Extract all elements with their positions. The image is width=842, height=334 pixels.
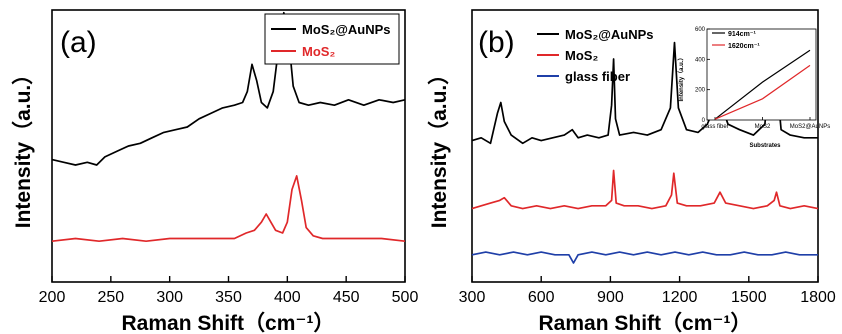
- panel-b-frame: [471, 9, 819, 283]
- inset-frame: [706, 28, 817, 121]
- panel-a-x-tick-label: 400: [274, 289, 301, 306]
- panel-a-x-tick-label: 300: [156, 289, 183, 306]
- panel-a-legend-label-mos2-aunps: MoS₂@AuNPs: [302, 22, 391, 37]
- inset-y-tick-label: 600: [695, 27, 706, 33]
- panel-b-y-axis-title: Intensity（a.u.）: [427, 64, 451, 229]
- inset-x-tick-label: glass fiber: [701, 124, 728, 130]
- inset-y-tick-label: 400: [695, 57, 706, 63]
- panel-a: (a) 200 250 300 350 400 450 500 MoS₂@AuNPs MoS…: [11, 9, 419, 334]
- inset-x-tick-label: MoS2: [755, 124, 771, 130]
- panel-a-x-axis-title: Raman Shift（cm⁻¹）: [122, 311, 335, 334]
- panel-b-inset: 0 200 400 600 glass fiber MoS2 MoS2@AuNPs 914…: [677, 27, 830, 149]
- panel-a-legend: MoS₂@AuNPs MoS₂: [264, 13, 400, 65]
- inset-y-tick-label: 0: [702, 118, 706, 124]
- panel-b-x-tick-label: 1800: [800, 289, 836, 306]
- panel-b-x-tick-label: 1200: [662, 289, 698, 306]
- panel-b-x-tick-label: 300: [459, 289, 486, 306]
- panel-b-x-tick-label: 600: [528, 289, 555, 306]
- panel-a-x-tick-label: 450: [333, 289, 360, 306]
- inset-y-ticks: 0 200 400 600: [695, 27, 710, 124]
- panel-a-lines: [51, 11, 406, 243]
- panel-a-label: (a): [60, 26, 97, 59]
- panel-a-x-tick-label: 350: [215, 289, 242, 306]
- panel-a-series-mos-line: [51, 175, 406, 243]
- panel-b-x-ticks: 300 600 900 1200 1500 1800: [459, 276, 836, 306]
- inset-y-tick-label: 200: [695, 88, 706, 94]
- panel-b-series-glass-fiber-line: [471, 251, 818, 264]
- panel-a-x-tick-label: 500: [392, 289, 419, 306]
- inset-legend-label-1620: 1620cm⁻¹: [728, 43, 760, 50]
- panel-a-y-axis-title: Intensity（a.u.）: [11, 64, 35, 229]
- panel-b-legend: MoS₂@AuNPs MoS₂ glass fiber: [537, 27, 654, 84]
- panel-a-x-ticks: 200 250 300 350 400 450 500: [39, 276, 419, 306]
- panel-b-legend-label-glass-fiber: glass fiber: [565, 69, 630, 84]
- panel-b-x-tick-label: 1500: [731, 289, 767, 306]
- panel-b-legend-label-mos2-aunps: MoS₂@AuNPs: [565, 27, 654, 42]
- panel-b-label: (b): [478, 26, 515, 59]
- inset-series-1620cm-line: [714, 64, 811, 120]
- panel-b-series-mos-line: [471, 169, 819, 210]
- inset-background: [707, 29, 816, 120]
- panel-a-legend-label-mos2: MoS₂: [302, 44, 335, 59]
- inset-x-tick-label: MoS2@AuNPs: [790, 124, 830, 130]
- panel-a-x-tick-label: 250: [97, 289, 124, 306]
- panel-b: (b) 300 600 900 1200 1500 1800 MoS₂@AuNPs MoS…: [427, 9, 836, 334]
- panel-a-legend-box: [264, 13, 400, 65]
- inset-series-914cm-line: [714, 49, 811, 120]
- inset-x-axis-title: Substrates: [749, 143, 781, 149]
- panel-b-legend-label-mos2: MoS₂: [565, 48, 598, 63]
- panel-a-x-tick-label: 200: [39, 289, 66, 306]
- inset-legend-label-914: 914cm⁻¹: [728, 31, 756, 38]
- inset-y-axis-title: Intensity（a.u.）: [677, 54, 685, 101]
- panel-b-x-axis-title: Raman Shift（cm⁻¹）: [539, 311, 752, 334]
- panel-b-x-tick-label: 900: [597, 289, 624, 306]
- panel-a-series-mos-aunps-line: [51, 11, 406, 166]
- inset-lines: [714, 49, 811, 120]
